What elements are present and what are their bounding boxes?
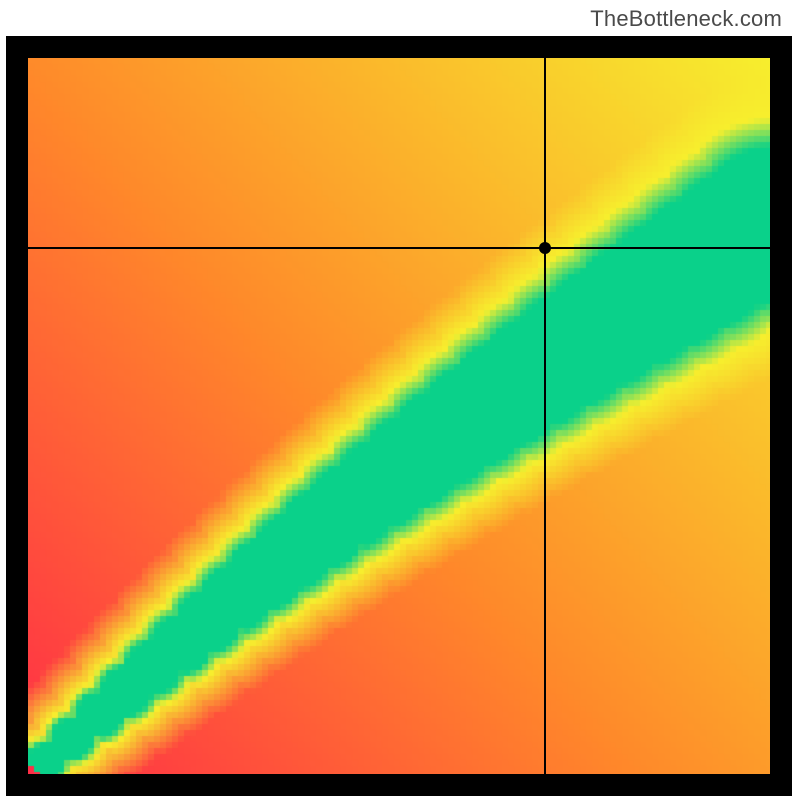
watermark-text: TheBottleneck.com — [590, 6, 782, 32]
crosshair-vertical — [544, 58, 546, 774]
bottleneck-heatmap-canvas — [28, 58, 770, 774]
crosshair-marker-dot — [539, 242, 551, 254]
crosshair-horizontal — [28, 247, 770, 249]
